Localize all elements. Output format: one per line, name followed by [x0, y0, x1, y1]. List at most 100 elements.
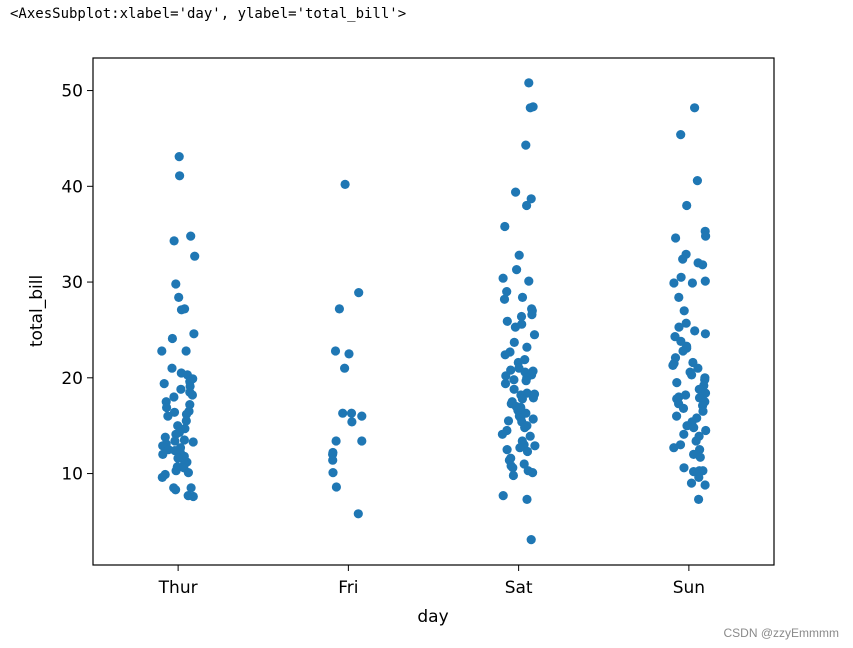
data-point-sun	[695, 452, 705, 462]
data-point-sun	[700, 480, 710, 490]
data-point-thur	[171, 466, 181, 476]
data-point-sun	[676, 272, 686, 282]
data-point-sat	[500, 221, 510, 232]
data-point-thur	[181, 409, 192, 419]
data-point-sat	[508, 463, 518, 473]
data-point-fri	[354, 288, 364, 298]
data-point-sun	[691, 436, 701, 446]
data-point-thur	[181, 416, 191, 426]
data-point-fri	[340, 179, 350, 189]
data-point-sun	[694, 472, 704, 482]
data-point-sat	[498, 491, 508, 501]
data-point-thur	[179, 435, 189, 445]
data-point-sat	[525, 431, 535, 441]
data-point-sat	[524, 78, 534, 88]
data-point-sat	[527, 310, 537, 320]
data-point-sat	[522, 342, 532, 352]
data-point-thur	[174, 152, 184, 162]
data-point-sat	[516, 311, 527, 322]
data-point-sat	[530, 441, 540, 451]
output-repr-text: <AxesSubplot:xlabel='day', ylabel='total…	[10, 6, 407, 22]
data-point-sat	[500, 350, 510, 360]
data-point-sat	[526, 194, 536, 204]
data-point-thur	[162, 402, 172, 413]
data-point-thur	[190, 251, 200, 261]
data-point-sat	[529, 330, 540, 340]
points-layer	[157, 78, 711, 545]
data-point-sat	[522, 200, 532, 211]
data-point-sat	[508, 470, 518, 481]
data-point-sat	[525, 103, 535, 113]
x-tick-label-sun: Sun	[673, 578, 705, 598]
data-point-sat	[502, 316, 512, 326]
data-point-sun	[698, 260, 708, 270]
data-point-sun	[687, 278, 698, 288]
data-point-sat	[509, 375, 519, 385]
data-point-fri	[353, 509, 363, 519]
x-tick-label-thur: Thur	[158, 578, 198, 598]
data-point-sat	[524, 276, 534, 286]
data-point-thur	[167, 333, 177, 344]
y-tick-label: 50	[61, 82, 83, 102]
data-point-sun	[692, 176, 703, 186]
data-point-sun	[672, 378, 682, 388]
data-point-thur	[160, 432, 170, 442]
data-point-thur	[185, 400, 195, 410]
data-point-fri	[347, 417, 357, 427]
watermark: CSDN @zzyEmmmm	[723, 626, 839, 640]
data-point-sun	[701, 425, 711, 436]
y-tick-label: 40	[61, 177, 83, 197]
data-point-sun	[690, 326, 700, 336]
y-tick-label: 10	[61, 465, 83, 485]
data-point-fri	[328, 455, 338, 465]
data-point-sat	[521, 140, 531, 150]
data-point-sat	[526, 535, 536, 545]
data-point-thur	[169, 236, 179, 246]
x-axis: Thur Fri Sat Sun	[158, 565, 705, 598]
data-point-sun	[672, 411, 682, 421]
data-point-fri	[331, 436, 341, 446]
data-point-sun	[674, 322, 684, 332]
data-point-sat	[522, 494, 532, 504]
data-point-thur	[188, 491, 198, 502]
data-point-sat	[510, 322, 520, 332]
data-point-sat	[528, 414, 538, 424]
x-axis-label: day	[417, 607, 448, 627]
data-point-sun	[681, 318, 691, 328]
data-point-fri	[338, 408, 348, 418]
y-axis-label: total_bill	[27, 275, 47, 347]
data-point-sun	[698, 406, 708, 416]
data-point-sat	[501, 371, 511, 381]
data-point-thur	[169, 392, 179, 402]
data-point-sun	[700, 329, 711, 339]
data-point-sat	[521, 376, 531, 386]
data-point-thur	[167, 363, 177, 373]
data-point-thur	[163, 411, 173, 421]
data-point-sun	[679, 429, 689, 439]
y-tick-label: 30	[61, 273, 83, 293]
data-point-sun	[676, 130, 686, 140]
data-point-thur	[173, 453, 183, 463]
data-point-sun	[674, 292, 684, 302]
data-point-sat	[520, 423, 530, 433]
data-point-sat	[519, 459, 529, 469]
data-point-sat	[509, 384, 519, 394]
data-point-fri	[357, 411, 367, 421]
data-point-sat	[528, 468, 538, 478]
data-point-sun	[678, 254, 688, 264]
data-point-fri	[331, 482, 341, 492]
data-point-thur	[187, 390, 197, 400]
data-point-thur	[171, 279, 181, 289]
data-point-sun	[690, 103, 700, 113]
data-point-sat	[515, 443, 525, 453]
data-point-sun	[693, 363, 703, 373]
data-point-sat	[510, 187, 521, 197]
axes-frame	[92, 57, 775, 566]
data-point-sat	[509, 337, 519, 347]
y-tick-label: 20	[61, 369, 83, 389]
data-point-thur	[181, 346, 191, 356]
data-point-fri	[330, 346, 341, 356]
data-point-sun	[678, 346, 688, 356]
data-point-thur	[189, 329, 199, 339]
